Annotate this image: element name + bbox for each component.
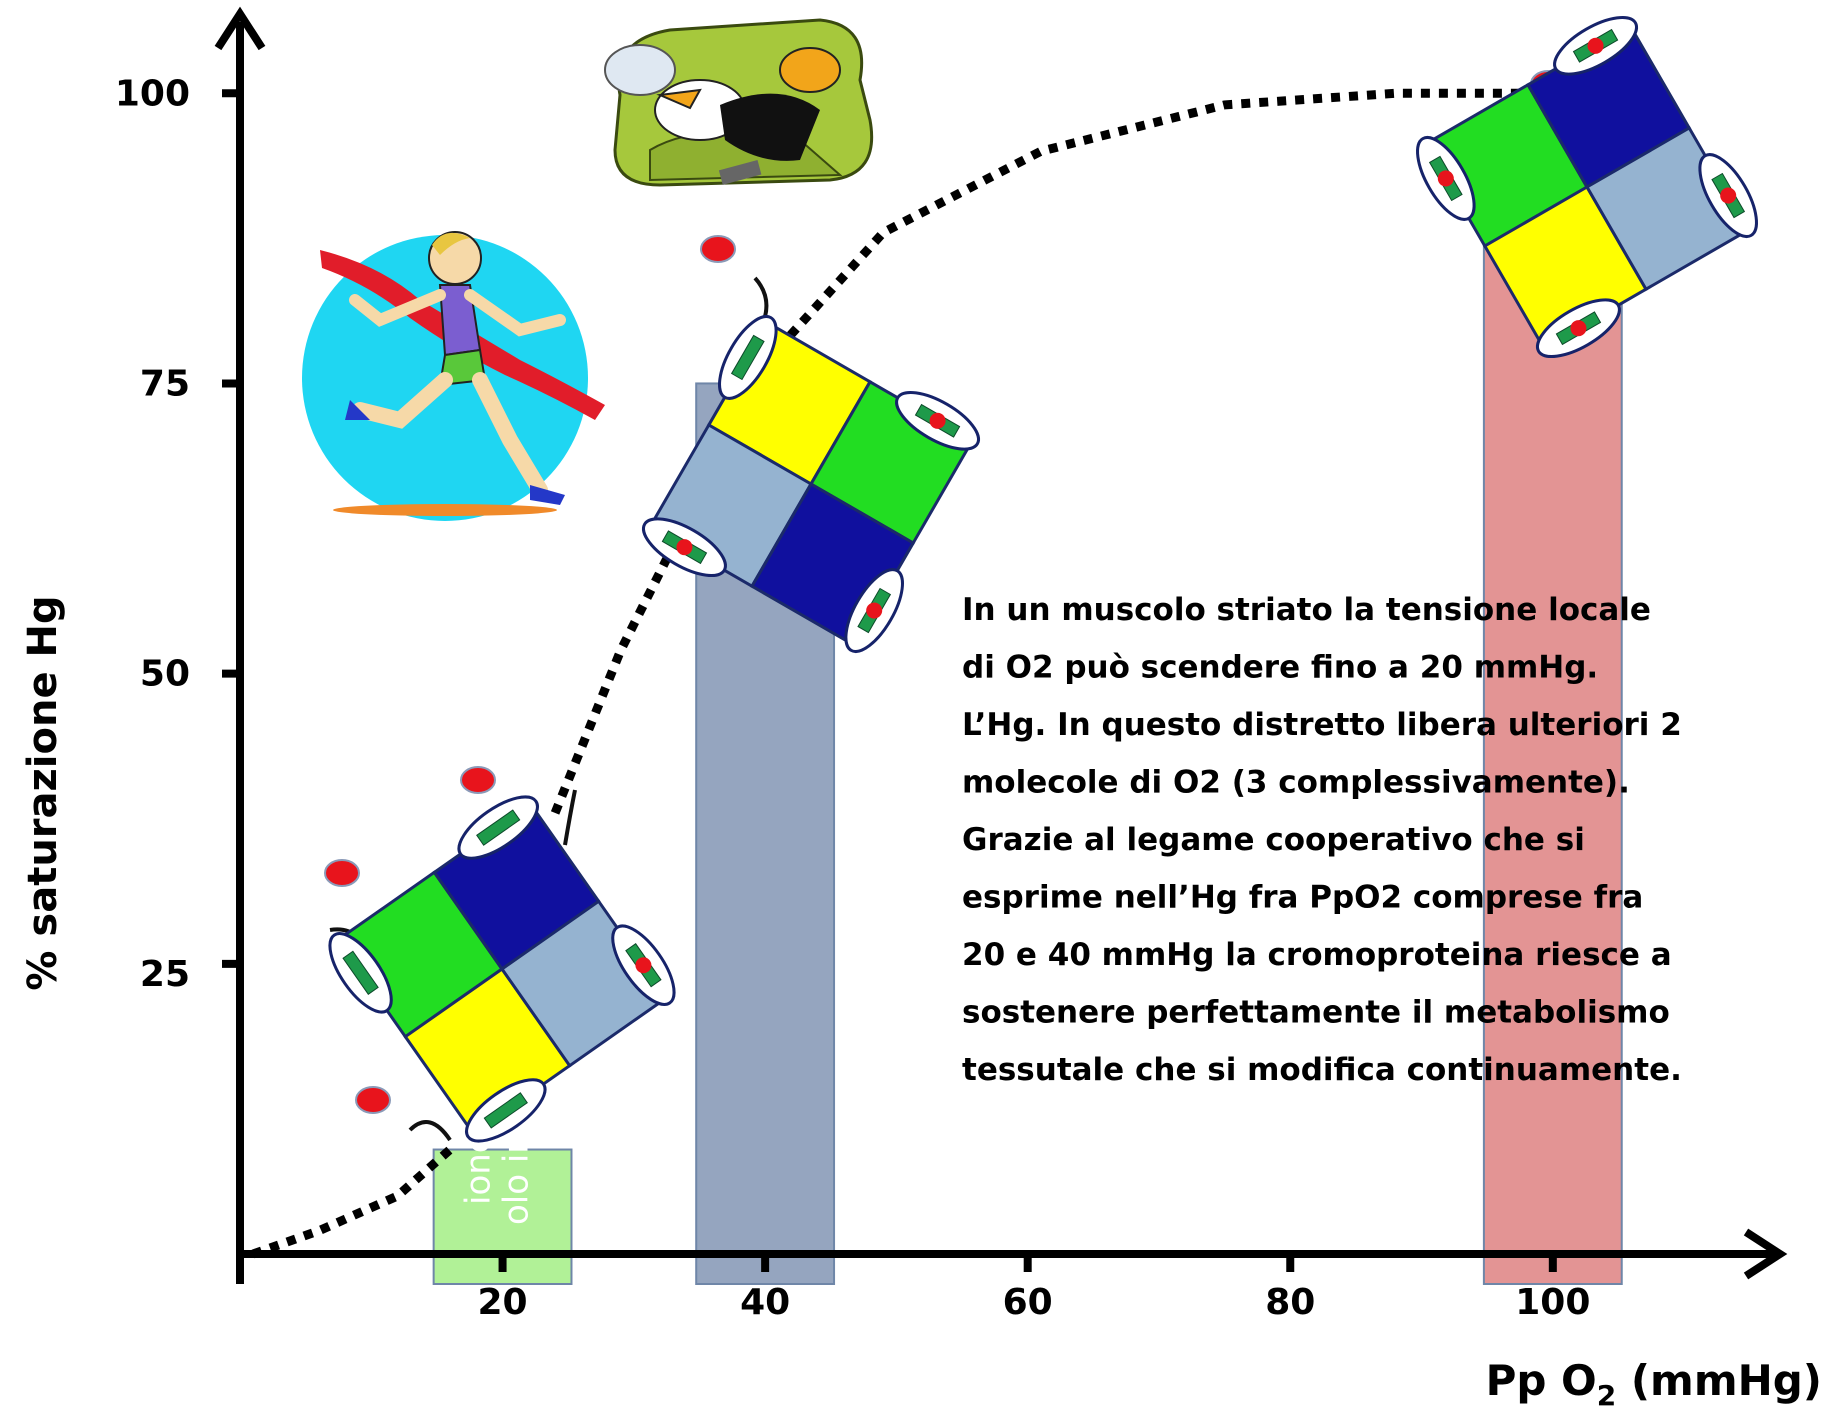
heme-group [641, 517, 727, 577]
description-line: Grazie al legame cooperativo che si [962, 822, 1585, 858]
hemoglobin-tetramer [641, 314, 981, 654]
description-line: esprime nell’Hg fra PpO2 comprese fra [962, 880, 1643, 916]
bound-oxygen [1437, 170, 1454, 187]
runner-illustration [302, 231, 605, 521]
heme-group [718, 314, 778, 400]
x-axis-arrow [1743, 1228, 1788, 1280]
y-tick-label: 75 [140, 363, 190, 404]
bound-oxygen [1720, 187, 1737, 204]
description-line: L’Hg. In questo distretto libera ulterio… [962, 707, 1682, 743]
heme-group [465, 1078, 547, 1143]
y-axis-label: % saturazione Hg [20, 595, 66, 990]
bound-oxygen [1570, 320, 1587, 337]
description-line: sostenere perfettamente il metabolismo [962, 995, 1670, 1031]
x-tick-label: 100 [1515, 1282, 1590, 1323]
x-tick-label: 60 [1003, 1282, 1053, 1323]
heme [342, 950, 379, 995]
hemoglobin-tetramer [1416, 16, 1758, 358]
heme-group [1416, 135, 1476, 221]
description-line: molecole di O2 (3 complessivamente). [962, 765, 1630, 801]
release-arrow [408, 1120, 452, 1142]
release-arrow [563, 789, 577, 846]
oxygen-dot [355, 1086, 391, 1114]
x-tick-label: 80 [1265, 1282, 1315, 1323]
description-line: tessutale che si modifica continuamente. [962, 1052, 1682, 1088]
x-axis-label-end: (mmHg) [1616, 1356, 1822, 1405]
heme-group [457, 795, 539, 860]
x-axis-label-sub: 2 [1597, 1379, 1616, 1412]
bound-oxygen [676, 539, 693, 556]
oxygen-dot [700, 235, 736, 263]
bound-oxygen [1587, 37, 1604, 54]
sofa-illustration [604, 18, 874, 187]
bound-oxygen [635, 957, 652, 974]
description-line: In un muscolo striato la tensione locale [962, 592, 1651, 628]
bar-annotation: ione [459, 1132, 499, 1205]
oxygen-dot [460, 766, 496, 794]
y-axis-arrow [214, 6, 266, 51]
heme [730, 334, 765, 381]
description-line: 20 e 40 mmHg la cromoproteina riesce a [962, 937, 1672, 973]
saturation-curve [251, 88, 1540, 1259]
heme [483, 1092, 528, 1129]
oxygen-dot [324, 859, 360, 887]
bar [432, 1148, 573, 1285]
heme-group [1553, 16, 1639, 76]
hemoglobin-tetramer [328, 795, 676, 1143]
heme-group [895, 391, 981, 451]
heme-group [1535, 298, 1621, 358]
heme-group [328, 932, 393, 1014]
heme-group [1698, 153, 1758, 239]
bound-oxygen [929, 412, 946, 429]
heme [476, 809, 521, 846]
x-tick-label: 40 [740, 1282, 790, 1323]
x-axis-label: Pp O2 (mmHg) [1486, 1356, 1822, 1412]
bar-annotation: olo in [497, 1132, 537, 1225]
y-tick-label: 100 [115, 73, 190, 114]
y-tick-label: 25 [140, 954, 190, 995]
x-axis-label-main: Pp O [1486, 1356, 1597, 1405]
x-tick-label: 20 [478, 1282, 528, 1323]
heme-group [611, 924, 676, 1006]
bar [1482, 231, 1623, 1285]
heme-group [844, 568, 904, 654]
description-line: di O2 può scendere fino a 20 mmHg. [962, 650, 1598, 686]
y-tick-label: 50 [140, 654, 190, 695]
bound-oxygen [866, 602, 883, 619]
